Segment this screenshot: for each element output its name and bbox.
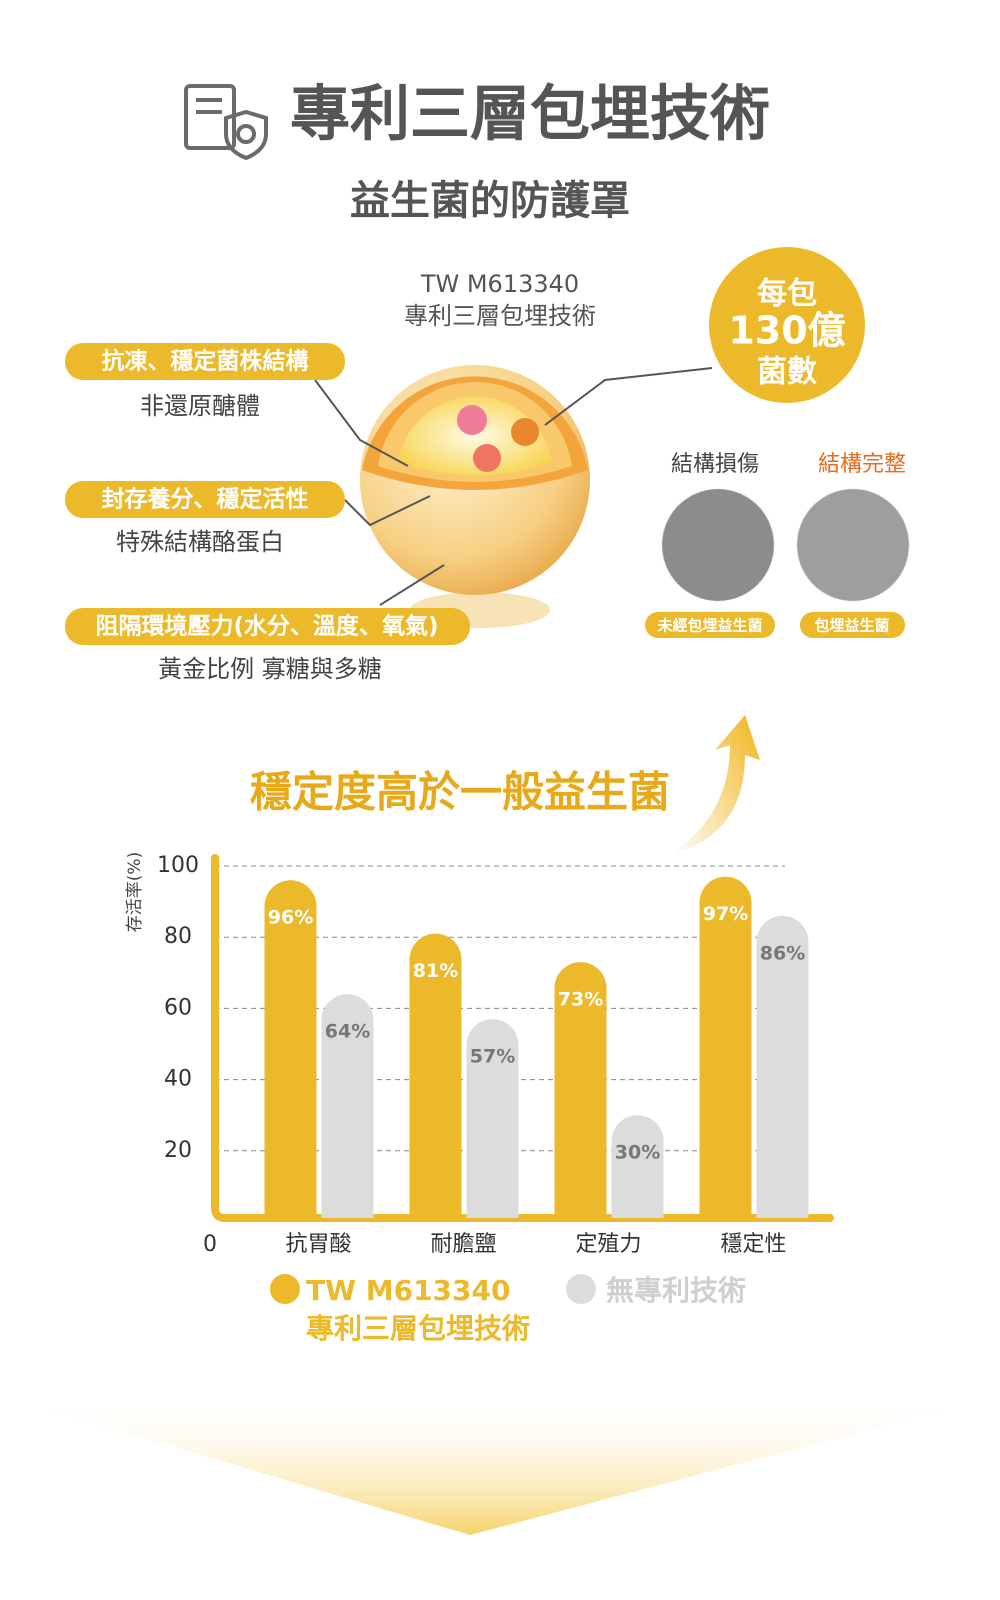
legend-swatch <box>566 1274 596 1304</box>
tag <box>645 612 775 638</box>
value-label: 57% <box>470 1046 515 1068</box>
patent-name: 專利三層包埋技術 <box>404 302 596 330</box>
comparison-label: 結構完整 <box>818 452 906 477</box>
tag-text: 包埋益生菌 <box>814 617 889 635</box>
micrograph <box>796 488 910 602</box>
count-text: 每包 <box>757 277 817 312</box>
count-badge <box>709 247 865 403</box>
feature-detail: 特殊結構酪蛋白 <box>116 528 284 556</box>
count-text: 菌數 <box>757 355 817 390</box>
y-tick-label: 100 <box>157 853 199 878</box>
y-tick-label: 40 <box>164 1067 192 1092</box>
count-text: 130億 <box>728 309 845 353</box>
value-label: 73% <box>558 989 603 1011</box>
y-axis-label: 存活率(%) <box>125 852 145 932</box>
comparison-label: 結構損傷 <box>671 452 759 477</box>
bar <box>554 962 607 1218</box>
patent-icon <box>184 84 268 161</box>
y-tick-label: 80 <box>164 924 192 949</box>
patent-number: TW M613340 <box>420 270 579 298</box>
feature-label: 阻隔環境壓力(水分、溫度、氧氣) <box>95 613 438 640</box>
tag <box>800 612 905 638</box>
x-tick-label: 耐膽鹽 <box>430 1232 496 1257</box>
feature-label: 封存養分、穩定活性 <box>102 486 309 513</box>
y-tick-label: 0 <box>203 1232 217 1257</box>
value-label: 86% <box>760 942 805 964</box>
bar <box>321 994 374 1218</box>
micrograph <box>661 488 775 602</box>
feature-pill <box>65 608 470 645</box>
value-label: 81% <box>413 960 458 982</box>
legend-entry: 無專利技術 <box>566 1272 746 1310</box>
y-tick-label: 20 <box>164 1138 192 1163</box>
bottom-decoration <box>0 1395 1000 1535</box>
value-label: 97% <box>703 903 748 925</box>
connectors <box>314 367 713 606</box>
feature-pill <box>65 343 345 380</box>
legend-swatch <box>270 1274 300 1304</box>
subtitle: 益生菌的防護罩 <box>350 178 630 224</box>
y-tick-label: 60 <box>164 995 192 1020</box>
chart-title: 穩定度高於一般益生菌 <box>250 768 670 817</box>
bar <box>699 876 752 1218</box>
bar <box>409 933 462 1218</box>
x-tick-label: 抗胃酸 <box>285 1232 351 1257</box>
capsule-illustration <box>360 365 590 628</box>
title: 專利三層包埋技術 <box>290 80 770 150</box>
arrow-decoration <box>670 715 760 855</box>
bar <box>264 880 317 1218</box>
feature-pill <box>65 481 345 518</box>
feature-label: 抗凍、穩定菌株結構 <box>102 348 309 375</box>
value-label: 96% <box>268 907 313 929</box>
axis <box>211 854 834 1222</box>
feature-detail: 黃金比例 寡糖與多糖 <box>158 655 382 683</box>
x-tick-label: 穩定性 <box>720 1232 786 1257</box>
bar <box>756 915 809 1218</box>
bar <box>466 1019 519 1218</box>
feature-detail: 非還原醣體 <box>140 392 260 420</box>
tag-text: 未經包埋益生菌 <box>656 617 762 635</box>
legend-label: 無專利技術 <box>606 1274 747 1307</box>
bar <box>611 1115 664 1218</box>
value-label: 64% <box>325 1021 370 1043</box>
value-label: 30% <box>615 1142 660 1164</box>
legend-entry: TW M613340 專利三層包埋技術 <box>270 1272 530 1348</box>
legend-label: TW M613340 專利三層包埋技術 <box>306 1274 531 1345</box>
x-tick-label: 定殖力 <box>575 1232 641 1257</box>
